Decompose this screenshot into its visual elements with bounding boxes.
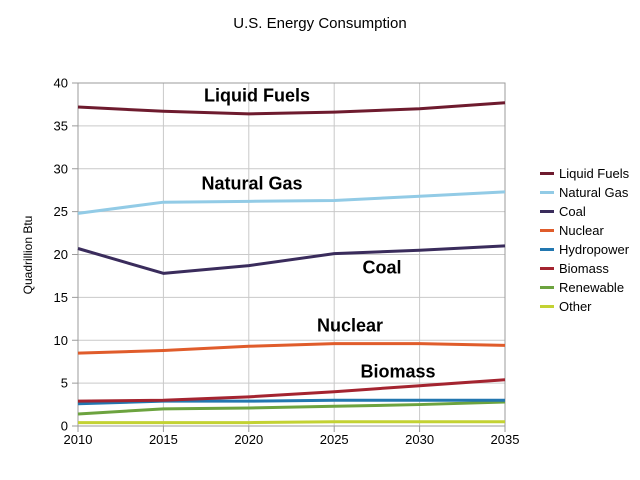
legend-item-renewable: Renewable [540,278,640,297]
series-line-natural-gas [77,190,506,215]
legend-label-nuclear: Nuclear [559,223,604,238]
legend-item-coal: Coal [540,202,640,221]
series-line-other [78,420,505,425]
annotation-nuclear: Nuclear [316,315,384,336]
legend-label-biomass: Biomass [559,261,609,276]
annotation-coal: Coal [362,257,402,278]
series-line-biomass [77,378,506,403]
y-tick-label: 20 [54,247,68,262]
legend-swatch-coal [540,210,554,213]
annotation-natural-gas: Natural Gas [201,173,303,194]
series-line-nuclear [77,342,506,355]
x-tick-label: 2010 [64,432,93,447]
y-tick-label: 10 [54,333,68,348]
y-tick-label: 40 [54,76,68,91]
legend-swatch-natural-gas [540,191,554,194]
x-tick-label: 2030 [405,432,434,447]
legend-label-hydropower: Hydropower [559,242,630,257]
chart-title: U.S. Energy Consumption [233,15,407,32]
legend-label-natural-gas: Natural Gas [559,185,629,200]
x-tick-label: 2015 [149,432,178,447]
y-tick-label: 30 [54,161,68,176]
legend-swatch-renewable [540,286,554,289]
series-line-liquid-fuels [77,101,506,116]
y-tick-label: 35 [54,118,68,133]
legend-label-other: Other [559,299,592,314]
legend-swatch-other [540,305,554,308]
series-line-renewable [77,400,506,416]
x-tick-label: 2025 [320,432,349,447]
legend-swatch-nuclear [540,229,554,232]
legend-item-hydropower: Hydropower [540,240,640,259]
legend-swatch-biomass [540,267,554,270]
annotation-liquid-fuels: Liquid Fuels [204,85,310,106]
legend-item-biomass: Biomass [540,259,640,278]
annotation-biomass: Biomass [360,361,436,382]
legend-item-liquid-fuels: Liquid Fuels [540,164,640,183]
y-tick-label: 0 [61,419,68,434]
y-tick-label: 25 [54,204,68,219]
legend-swatch-hydropower [540,248,554,251]
x-tick-label: 2020 [234,432,263,447]
legend-label-coal: Coal [559,204,586,219]
series-line-coal [77,244,506,275]
y-tick-label: 5 [61,376,68,391]
legend-swatch-liquid-fuels [540,172,554,175]
legend-label-renewable: Renewable [559,280,625,295]
legend-item-nuclear: Nuclear [540,221,640,240]
legend-label-liquid-fuels: Liquid Fuels [559,166,630,181]
legend: Liquid Fuels Natural Gas Coal Nuclear Hydrop… [540,164,640,316]
x-tick-label: 2035 [491,432,520,447]
legend-item-natural-gas: Natural Gas [540,183,640,202]
y-tick-label: 15 [54,290,68,305]
legend-item-other: Other [540,297,640,316]
